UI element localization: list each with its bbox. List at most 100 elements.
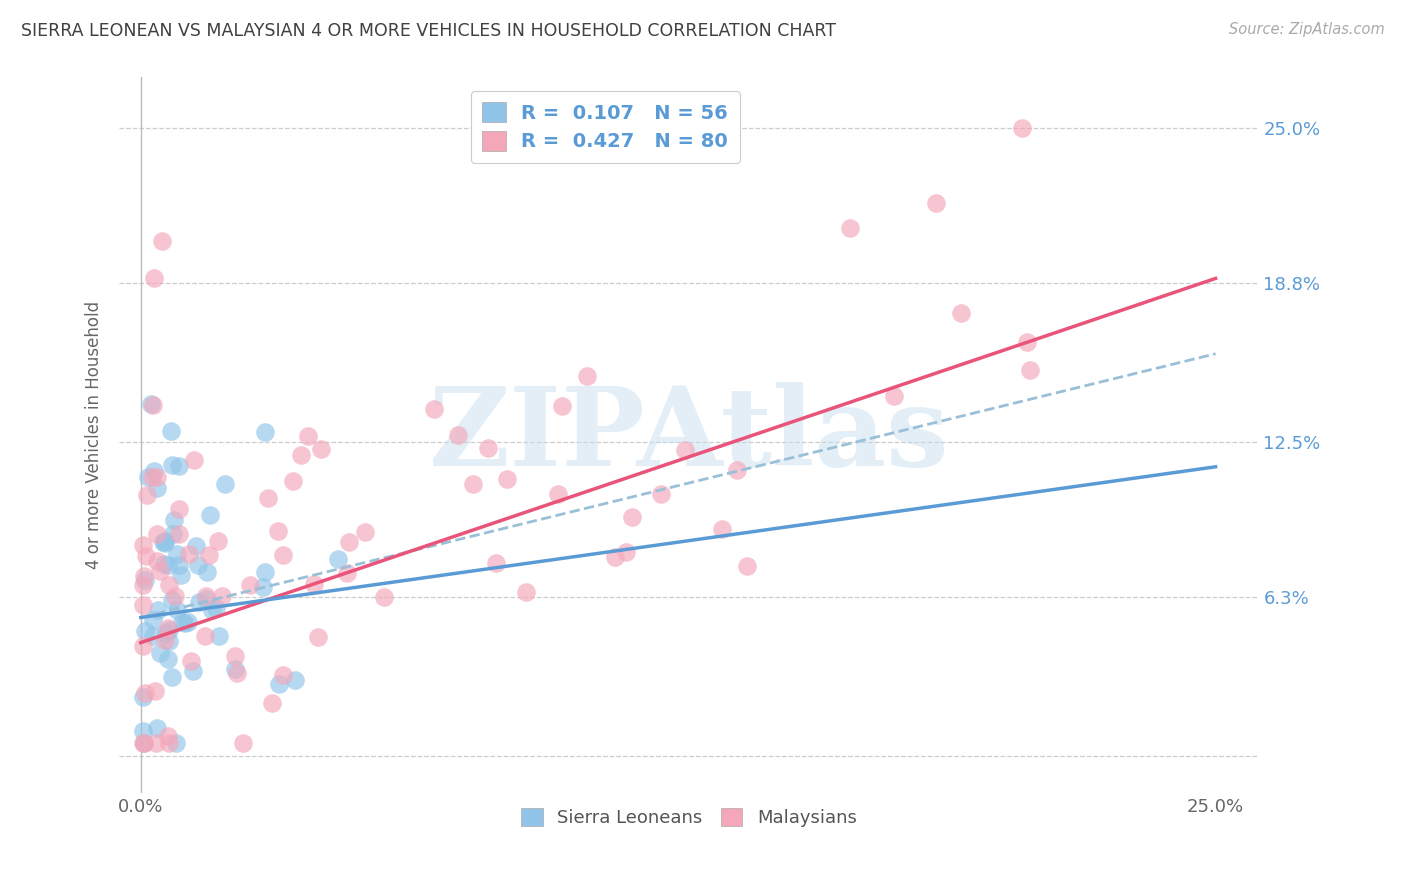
Malaysians: [141, 470, 163, 484]
Malaysians: [883, 389, 905, 403]
Y-axis label: 4 or more Vehicles in Household: 4 or more Vehicles in Household: [86, 301, 103, 569]
Malaysians: [735, 559, 758, 574]
Sierra Leoneans: [162, 593, 184, 607]
Sierra Leoneans: [163, 513, 186, 527]
Sierra Leoneans: [148, 603, 170, 617]
Sierra Leoneans: [153, 536, 176, 550]
Malaysians: [1011, 120, 1033, 135]
Malaysians: [650, 487, 672, 501]
Malaysians: [283, 474, 305, 488]
Malaysians: [157, 736, 180, 750]
Malaysians: [157, 577, 180, 591]
Malaysians: [547, 487, 569, 501]
Malaysians: [354, 525, 377, 540]
Sierra Leoneans: [160, 458, 183, 472]
Sierra Leoneans: [155, 625, 177, 640]
Sierra Leoneans: [184, 539, 207, 553]
Malaysians: [149, 564, 172, 578]
Malaysians: [145, 527, 167, 541]
Malaysians: [711, 522, 734, 536]
Sierra Leoneans: [253, 565, 276, 579]
Malaysians: [225, 665, 247, 680]
Sierra Leoneans: [195, 592, 218, 607]
Malaysians: [136, 488, 159, 502]
Malaysians: [132, 736, 155, 750]
Sierra Leoneans: [267, 677, 290, 691]
Malaysians: [477, 442, 499, 456]
Malaysians: [495, 472, 517, 486]
Sierra Leoneans: [177, 615, 200, 630]
Malaysians: [603, 550, 626, 565]
Malaysians: [239, 578, 262, 592]
Malaysians: [143, 684, 166, 698]
Sierra Leoneans: [208, 629, 231, 643]
Sierra Leoneans: [157, 652, 180, 666]
Malaysians: [207, 534, 229, 549]
Malaysians: [195, 589, 218, 603]
Sierra Leoneans: [157, 623, 180, 637]
Sierra Leoneans: [143, 464, 166, 478]
Sierra Leoneans: [224, 661, 246, 675]
Malaysians: [177, 547, 200, 561]
Malaysians: [150, 234, 173, 248]
Sierra Leoneans: [159, 424, 181, 438]
Malaysians: [153, 633, 176, 648]
Malaysians: [157, 621, 180, 635]
Sierra Leoneans: [162, 527, 184, 541]
Sierra Leoneans: [173, 616, 195, 631]
Sierra Leoneans: [134, 624, 156, 639]
Sierra Leoneans: [284, 673, 307, 687]
Malaysians: [165, 589, 187, 603]
Sierra Leoneans: [134, 574, 156, 588]
Sierra Leoneans: [181, 664, 204, 678]
Malaysians: [839, 221, 862, 235]
Malaysians: [142, 271, 165, 285]
Malaysians: [135, 549, 157, 563]
Sierra Leoneans: [170, 615, 193, 629]
Malaysians: [194, 629, 217, 643]
Malaysians: [336, 566, 359, 580]
Sierra Leoneans: [169, 568, 191, 582]
Malaysians: [132, 538, 155, 552]
Sierra Leoneans: [165, 736, 187, 750]
Malaysians: [180, 654, 202, 668]
Malaysians: [232, 736, 254, 750]
Malaysians: [183, 452, 205, 467]
Malaysians: [145, 554, 167, 568]
Sierra Leoneans: [253, 425, 276, 440]
Malaysians: [271, 668, 294, 682]
Sierra Leoneans: [252, 580, 274, 594]
Sierra Leoneans: [134, 736, 156, 750]
Sierra Leoneans: [201, 603, 224, 617]
Malaysians: [302, 577, 325, 591]
Malaysians: [132, 736, 155, 750]
Malaysians: [337, 535, 360, 549]
Sierra Leoneans: [200, 508, 222, 523]
Malaysians: [167, 526, 190, 541]
Malaysians: [271, 548, 294, 562]
Malaysians: [267, 524, 290, 538]
Sierra Leoneans: [160, 670, 183, 684]
Malaysians: [461, 476, 484, 491]
Sierra Leoneans: [146, 721, 169, 735]
Malaysians: [925, 196, 948, 211]
Malaysians: [621, 509, 644, 524]
Malaysians: [673, 443, 696, 458]
Sierra Leoneans: [153, 557, 176, 571]
Malaysians: [576, 369, 599, 384]
Malaysians: [949, 306, 972, 320]
Sierra Leoneans: [149, 646, 172, 660]
Sierra Leoneans: [157, 558, 180, 573]
Text: Source: ZipAtlas.com: Source: ZipAtlas.com: [1229, 22, 1385, 37]
Malaysians: [132, 598, 155, 612]
Sierra Leoneans: [166, 603, 188, 617]
Sierra Leoneans: [146, 481, 169, 495]
Sierra Leoneans: [195, 565, 218, 579]
Sierra Leoneans: [187, 558, 209, 572]
Sierra Leoneans: [153, 533, 176, 548]
Malaysians: [198, 548, 221, 562]
Sierra Leoneans: [188, 595, 211, 609]
Text: SIERRA LEONEAN VS MALAYSIAN 4 OR MORE VEHICLES IN HOUSEHOLD CORRELATION CHART: SIERRA LEONEAN VS MALAYSIAN 4 OR MORE VE…: [21, 22, 837, 40]
Malaysians: [157, 729, 180, 743]
Sierra Leoneans: [132, 690, 155, 704]
